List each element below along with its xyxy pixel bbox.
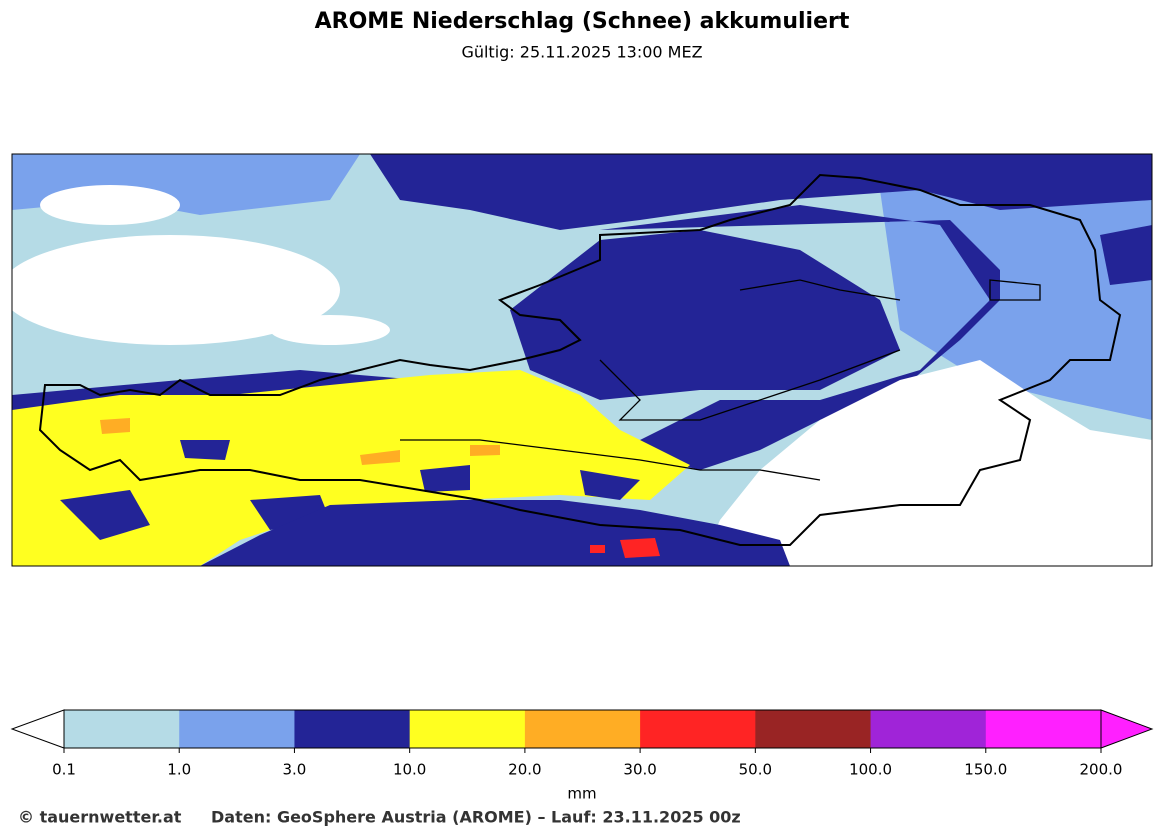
no-precip-area xyxy=(12,235,340,345)
colorbar-segment xyxy=(64,710,180,748)
colorbar-over xyxy=(1100,709,1154,749)
colorbar-segment xyxy=(524,710,641,748)
colorbar-segment xyxy=(409,710,526,748)
colorbar-tick-label: 20.0 xyxy=(508,761,541,779)
precip-area xyxy=(12,370,690,566)
title: AROME Niederschlag (Schnee) akkumuliert xyxy=(315,9,850,34)
colorbar-tick-label: 30.0 xyxy=(623,761,656,779)
precip-area xyxy=(510,230,900,400)
colorbar-frame xyxy=(63,709,1102,749)
state-border xyxy=(400,279,1041,481)
colorbar-tick-label: 1.0 xyxy=(167,761,191,779)
precip-area xyxy=(100,418,500,465)
colorbar-tick-label: 3.0 xyxy=(283,761,307,779)
colorbar-under xyxy=(10,709,65,749)
colorbar-segment xyxy=(179,710,295,748)
map-frame xyxy=(11,153,1153,567)
precip-area xyxy=(590,538,660,558)
no-precip-area xyxy=(700,360,1152,566)
colorbar-tick-label: 150.0 xyxy=(964,761,1007,779)
precip-area xyxy=(1100,225,1152,285)
map xyxy=(11,153,1153,567)
colorbar-segment xyxy=(870,710,987,748)
colorbar-segment xyxy=(985,710,1102,748)
subtitle: Gültig: 25.11.2025 13:00 MEZ xyxy=(461,43,702,62)
colorbar-tick-label: 50.0 xyxy=(739,761,772,779)
copyright: © tauernwetter.at xyxy=(18,808,182,827)
source: Daten: GeoSphere Austria (AROME) – Lauf:… xyxy=(211,808,741,827)
precip-area xyxy=(880,190,1152,420)
precip-area xyxy=(60,440,640,540)
no-precip-area xyxy=(40,185,180,225)
colorbar-tick-label: 10.0 xyxy=(393,761,426,779)
colorbar-unit: mm xyxy=(567,785,596,803)
precip-area xyxy=(12,205,1000,470)
colorbar-segment xyxy=(294,710,411,748)
colorbar-tick-label: 100.0 xyxy=(849,761,892,779)
colorbar-tick-label: 200.0 xyxy=(1080,761,1123,779)
colorbar-tick-label: 0.1 xyxy=(52,761,76,779)
precip-area xyxy=(370,154,1152,230)
no-precip-area xyxy=(270,315,390,345)
country-border xyxy=(38,173,1122,546)
colorbar-segment xyxy=(640,710,756,748)
colorbar: 0.1 1.0 3.0 10.0 20.0 30.0 50.0 100.0 150.0 200.0… xyxy=(10,709,1154,803)
colorbar-segment xyxy=(755,710,872,748)
